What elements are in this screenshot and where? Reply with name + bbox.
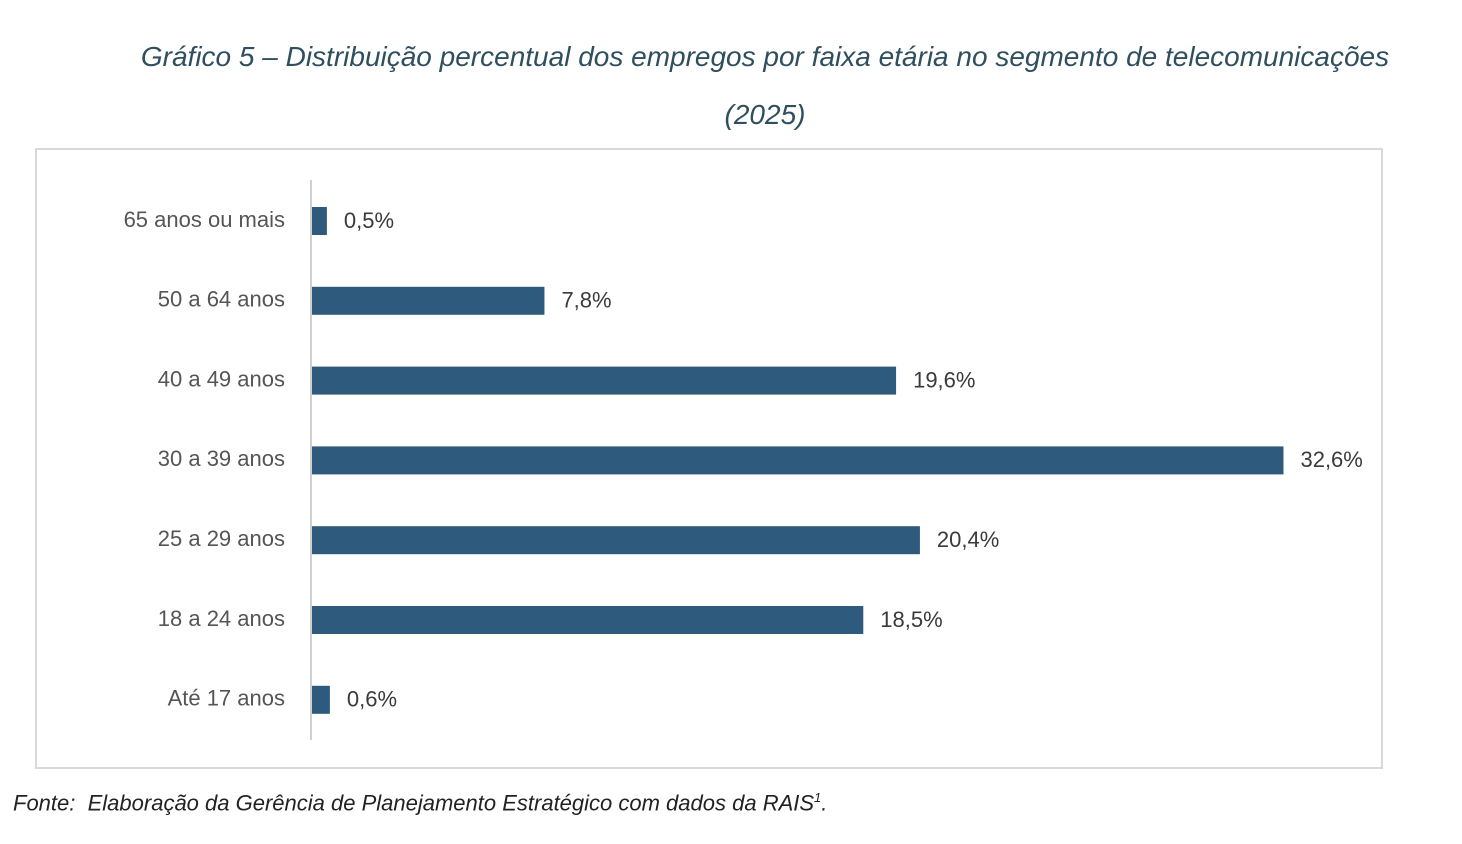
bar <box>312 286 545 315</box>
data-label: 19,6% <box>913 367 975 392</box>
category-label: 40 a 49 anos <box>158 366 285 391</box>
source-note: Fonte: Elaboração da Gerência de Planeja… <box>13 790 827 816</box>
data-label: 32,6% <box>1300 447 1362 472</box>
category-label: 65 anos ou mais <box>124 207 285 232</box>
data-label: 7,8% <box>561 288 611 313</box>
chart-title-line1: Gráfico 5 – Distribuição percentual dos … <box>140 41 1390 72</box>
chart-frame: 65 anos ou mais 0,5% 50 a 64 anos 7,8% 40 a … <box>35 148 1383 769</box>
bar <box>312 606 864 634</box>
bar <box>312 207 327 235</box>
source-footnote-mark: 1 <box>814 790 822 805</box>
data-label: 0,5% <box>344 208 394 233</box>
bar-chart: 65 anos ou mais 0,5% 50 a 64 anos 7,8% 40 a … <box>124 180 1363 740</box>
data-label: 20,4% <box>937 527 999 552</box>
data-label: 18,5% <box>880 607 942 632</box>
bar <box>312 685 330 714</box>
source-end: . <box>821 790 828 816</box>
category-label: Até 17 anos <box>168 686 285 711</box>
source-text: Elaboração da Gerência de Planejamento E… <box>87 790 815 816</box>
bar <box>312 526 920 555</box>
category-label: 18 a 24 anos <box>158 606 285 631</box>
data-label: 0,6% <box>347 687 397 712</box>
chart-title-line2: (2025) <box>724 99 806 130</box>
category-label: 25 a 29 anos <box>158 526 285 551</box>
bar <box>312 366 897 395</box>
source-label: Fonte: <box>13 790 76 816</box>
category-label: 50 a 64 anos <box>158 287 285 312</box>
bar <box>312 446 1284 475</box>
chart-title: Gráfico 5 – Distribuição percentual dos … <box>60 28 1462 144</box>
category-label: 30 a 39 anos <box>158 446 285 471</box>
